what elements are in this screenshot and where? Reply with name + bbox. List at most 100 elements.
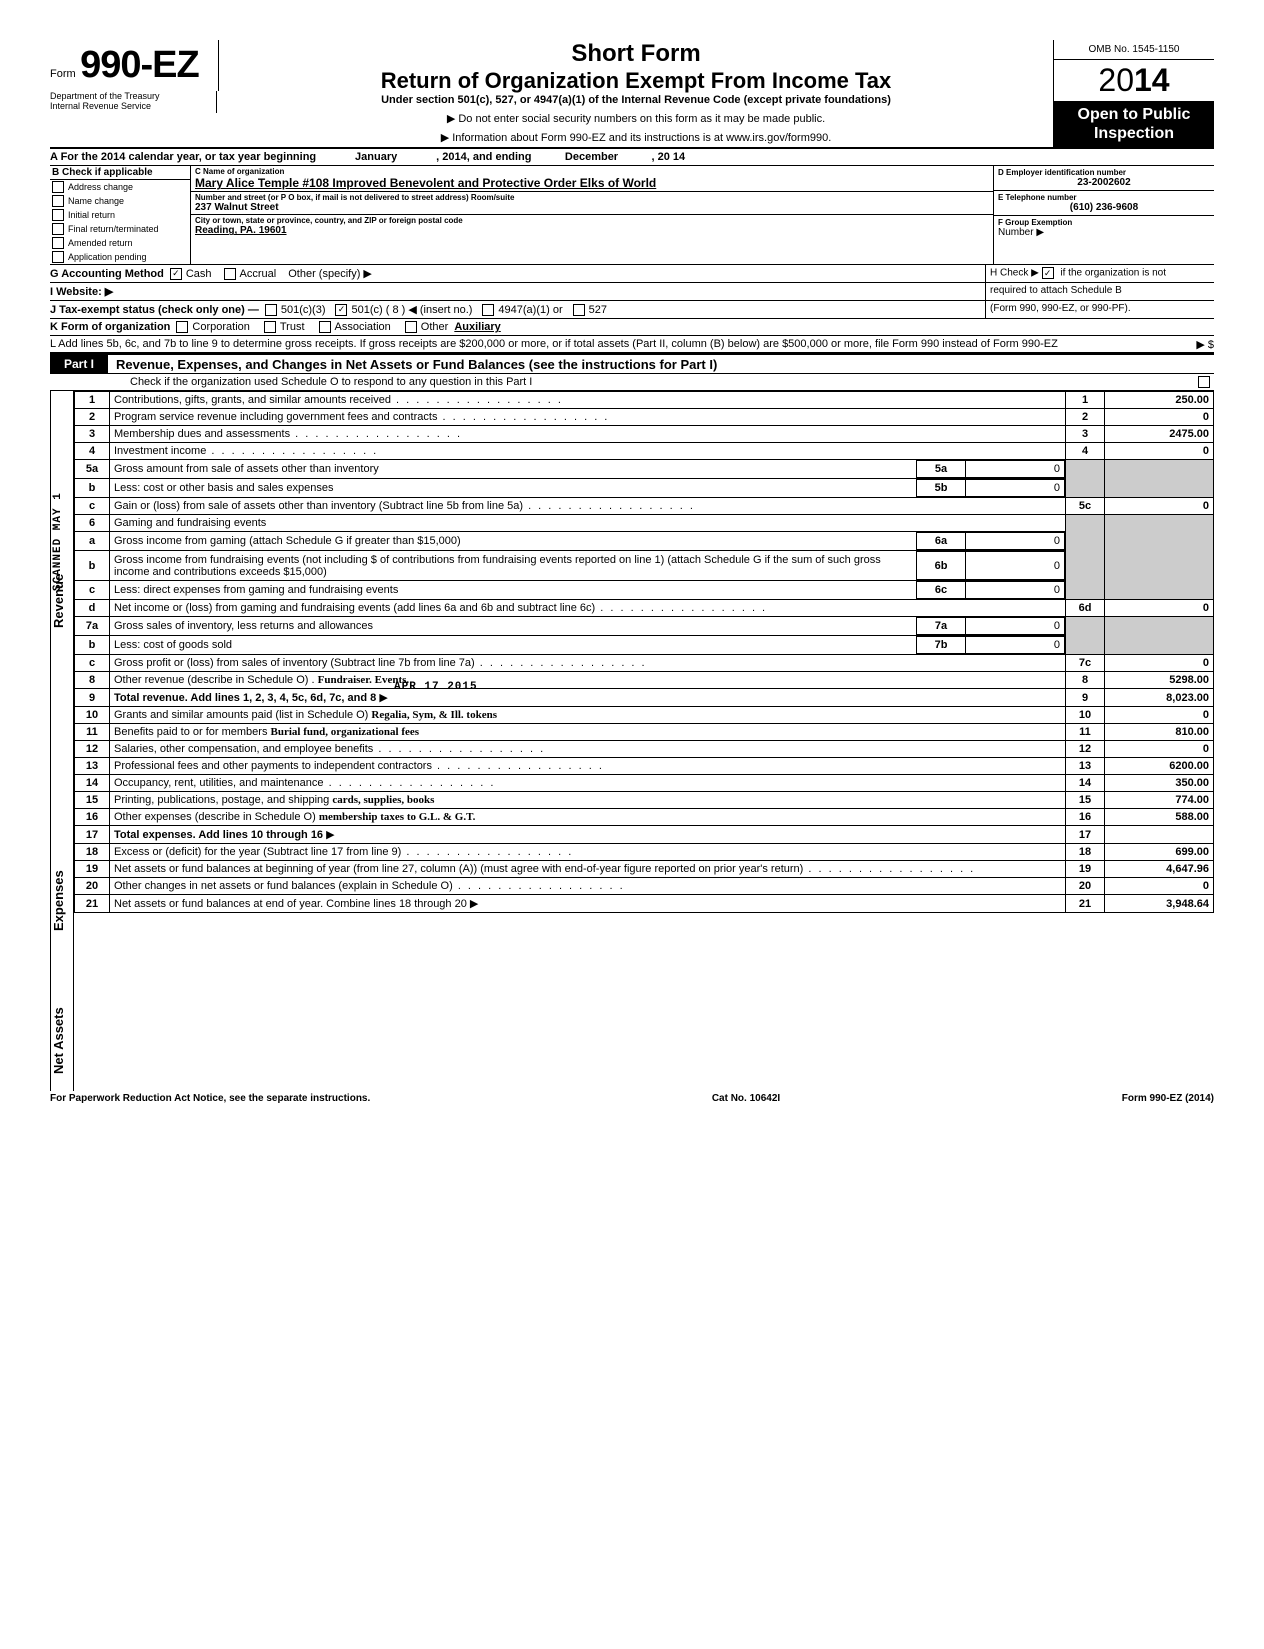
chk-part1-schedule-o[interactable] (1198, 376, 1210, 388)
chk-app-pending[interactable]: Application pending (50, 250, 190, 264)
row-14: 14Occupancy, rent, utilities, and mainte… (75, 775, 1214, 792)
open-line1: Open to Public (1056, 105, 1212, 124)
chk-501c[interactable]: ✓ (335, 304, 347, 316)
row-6a: a Gross income from gaming (attach Sched… (75, 532, 1214, 551)
chk-corp[interactable] (176, 321, 188, 333)
row-21: 21Net assets or fund balances at end of … (75, 895, 1214, 913)
chk-other[interactable] (405, 321, 417, 333)
right-box: OMB No. 1545-1150 2014 Open to Public In… (1053, 40, 1214, 147)
tax-year: 2014 (1054, 60, 1214, 101)
line-k-org-form: K Form of organization Corporation Trust… (50, 319, 1214, 336)
chk-527[interactable] (573, 304, 585, 316)
year-prefix: 20 (1098, 62, 1134, 98)
org-city-value: Reading, PA. 19601 (195, 225, 989, 236)
row-3: 3Membership dues and assessments32475.00 (75, 426, 1214, 443)
row-6d: dNet income or (loss) from gaming and fu… (75, 600, 1214, 617)
row-7a: 7a Gross sales of inventory, less return… (75, 617, 1214, 636)
subtitle: Under section 501(c), 527, or 4947(a)(1)… (227, 94, 1045, 106)
j-label: J Tax-exempt status (check only one) — (50, 304, 259, 316)
side-revenue: Revenue (50, 391, 74, 811)
l-arrow: ▶ $ (1196, 338, 1214, 351)
chk-assoc[interactable] (319, 321, 331, 333)
row-9: 9Total revenue. Add lines 1, 2, 3, 4, 5c… (75, 689, 1214, 707)
form-number-box: Form 990-EZ (50, 40, 219, 91)
ein-value: 23-2002602 (998, 177, 1210, 188)
footer: For Paperwork Reduction Act Notice, see … (50, 1091, 1214, 1104)
row-10: 10Grants and similar amounts paid (list … (75, 707, 1214, 724)
dept-irs: Internal Revenue Service (50, 101, 210, 111)
footer-cat: Cat No. 10642I (712, 1093, 780, 1104)
form-990ez: Form 990-EZ Department of the Treasury I… (50, 40, 1214, 1104)
grp-label: F Group Exemption (998, 218, 1210, 227)
col-b-checkboxes: B Check if applicable Address change Nam… (50, 166, 191, 264)
row-a-begin: January (316, 151, 436, 163)
org-city-line: City or town, state or province, country… (191, 215, 993, 237)
row-15: 15Printing, publications, postage, and s… (75, 792, 1214, 809)
part1-title: Revenue, Expenses, and Changes in Net As… (116, 357, 717, 372)
row-16: 16Other expenses (describe in Schedule O… (75, 809, 1214, 826)
g-label: G Accounting Method (50, 268, 164, 280)
chk-501c3[interactable] (265, 304, 277, 316)
row-4: 4Investment income40 (75, 443, 1214, 460)
footer-form: Form 990-EZ (2014) (1122, 1093, 1214, 1104)
stamp-scanned: SCANNED MAY 1 (52, 493, 64, 592)
row-7b: b Less: cost of goods sold 7b 0 (75, 636, 1214, 655)
part1-body: Revenue Expenses Net Assets SCANNED MAY … (50, 391, 1214, 1091)
row-a-end-month: December (532, 151, 652, 163)
org-name-value: Mary Alice Temple #108 Improved Benevole… (195, 176, 989, 190)
return-title: Return of Organization Exempt From Incom… (227, 68, 1045, 94)
row-11: 11Benefits paid to or for members Burial… (75, 724, 1214, 741)
k-label: K Form of organization (50, 321, 170, 333)
chk-4947[interactable] (482, 304, 494, 316)
chk-trust[interactable] (264, 321, 276, 333)
row-6: 6Gaming and fundraising events (75, 515, 1214, 532)
row-20: 20Other changes in net assets or fund ba… (75, 878, 1214, 895)
chk-cash[interactable]: ✓ (170, 268, 182, 280)
line-i-website: I Website: ▶ (50, 283, 985, 300)
year-bold: 14 (1134, 62, 1170, 98)
lines-table: 1Contributions, gifts, grants, and simil… (74, 391, 1214, 913)
chk-initial-return[interactable]: Initial return (50, 208, 190, 222)
part1-check-line: Check if the organization used Schedule … (50, 374, 1214, 391)
open-line2: Inspection (1056, 124, 1212, 143)
chk-name-change[interactable]: Name change (50, 194, 190, 208)
b-check-label: B Check if applicable (50, 166, 190, 180)
chk-address-change[interactable]: Address change (50, 180, 190, 194)
line-j-status: J Tax-exempt status (check only one) — 5… (50, 301, 985, 318)
title-box: Short Form Return of Organization Exempt… (219, 40, 1053, 147)
row-6c: c Less: direct expenses from gaming and … (75, 581, 1214, 600)
row-8: 8Other revenue (describe in Schedule O) … (75, 672, 1214, 689)
dept-treasury: Department of the Treasury (50, 91, 210, 101)
form-prefix: Form (50, 68, 76, 80)
row-a-tax-year: A For the 2014 calendar year, or tax yea… (50, 149, 1214, 166)
section-bcd: B Check if applicable Address change Nam… (50, 166, 1214, 265)
chk-final-return[interactable]: Final return/terminated (50, 222, 190, 236)
col-d-right: D Employer identification number 23-2002… (993, 166, 1214, 264)
part1-header: Part I Revenue, Expenses, and Changes in… (50, 353, 1214, 374)
row-a-mid: , 2014, and ending (436, 151, 531, 163)
tel-value: (610) 236-9608 (998, 202, 1210, 213)
short-form-title: Short Form (227, 40, 1045, 68)
row-13: 13Professional fees and other payments t… (75, 758, 1214, 775)
footer-left: For Paperwork Reduction Act Notice, see … (50, 1093, 370, 1104)
omb-number: OMB No. 1545-1150 (1054, 40, 1214, 60)
grp-label2: Number ▶ (998, 227, 1210, 238)
chk-h[interactable]: ✓ (1042, 267, 1054, 279)
row-a-end: , 20 14 (652, 151, 686, 163)
chk-accrual[interactable] (224, 268, 236, 280)
row-1: 1Contributions, gifts, grants, and simil… (75, 392, 1214, 409)
col-c-org-info: C Name of organization Mary Alice Temple… (191, 166, 993, 264)
header-row: Form 990-EZ Department of the Treasury I… (50, 40, 1214, 149)
part1-check-text: Check if the organization used Schedule … (130, 376, 532, 388)
line-h2: required to attach Schedule B (985, 283, 1214, 300)
tel-cell: E Telephone number (610) 236-9608 (994, 191, 1214, 216)
row-6b: b Gross income from fundraising events (… (75, 551, 1214, 581)
form-number: 990-EZ (80, 44, 199, 86)
chk-amended[interactable]: Amended return (50, 236, 190, 250)
line-l: L Add lines 5b, 6c, and 7b to line 9 to … (50, 336, 1214, 353)
row-7c: cGross profit or (loss) from sales of in… (75, 655, 1214, 672)
i-label: I Website: ▶ (50, 285, 113, 298)
g-other: Other (specify) ▶ (288, 267, 372, 280)
ein-cell: D Employer identification number 23-2002… (994, 166, 1214, 191)
l-text: L Add lines 5b, 6c, and 7b to line 9 to … (50, 338, 1058, 350)
